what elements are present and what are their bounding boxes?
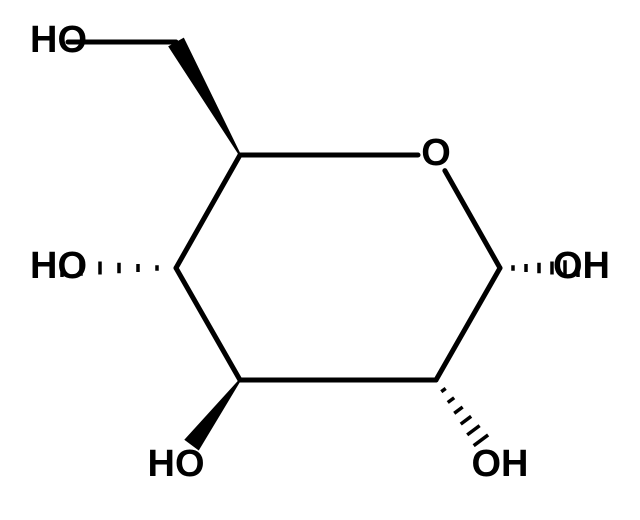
- atom-label-OH_C1: OH: [553, 245, 610, 287]
- molecule-diagram: O HO OH OH HO HO: [0, 0, 640, 520]
- atom-label-OH_C2: OH: [472, 443, 529, 485]
- bond-layer: [62, 38, 578, 451]
- atom-label-OH_C4: HO: [30, 245, 87, 287]
- atom-label-OH_C6: HO: [30, 19, 87, 61]
- label-layer: O HO OH OH HO HO: [30, 19, 610, 485]
- atom-label-O_ring: O: [421, 132, 451, 174]
- atom-label-OH_C3: HO: [148, 443, 205, 485]
